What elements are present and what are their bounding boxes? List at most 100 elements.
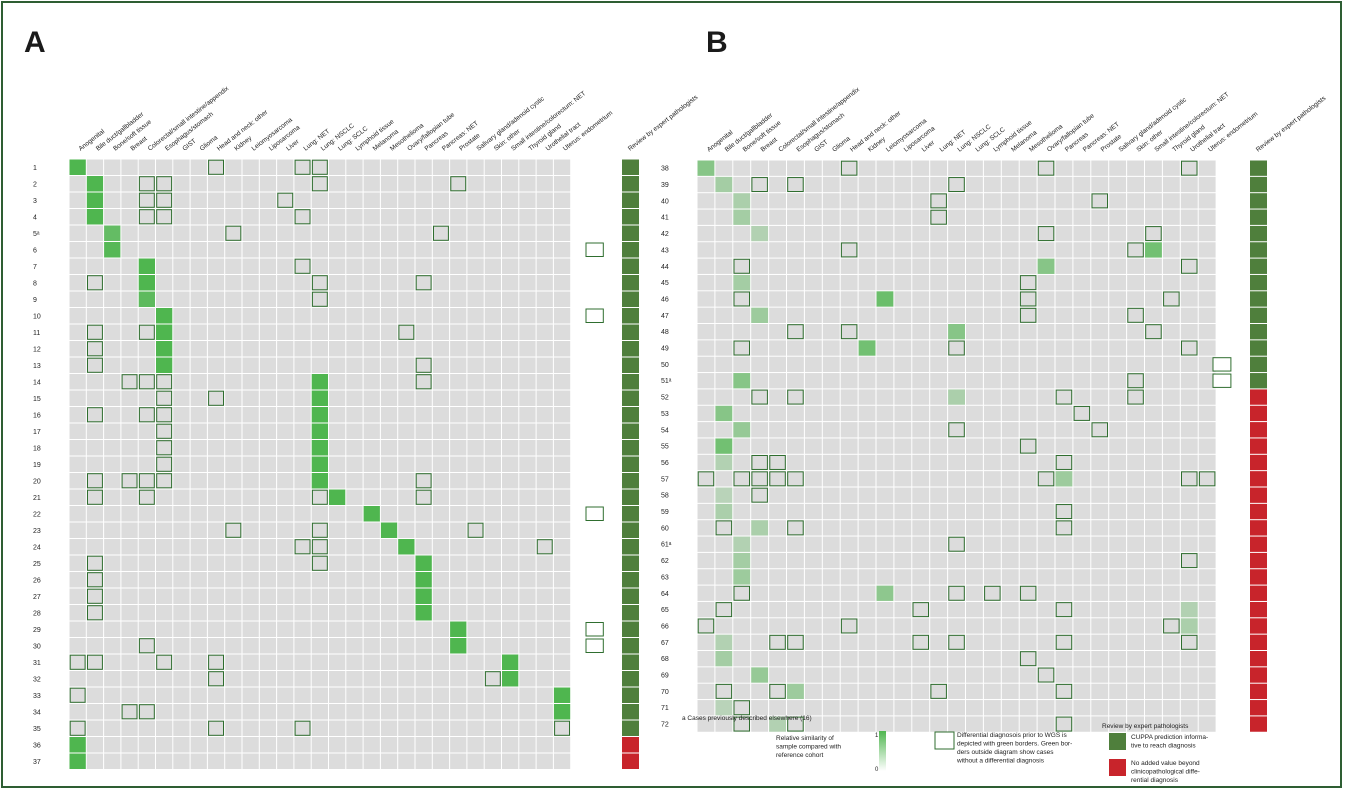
heatmap-cell xyxy=(1055,618,1073,634)
review-bar-segment xyxy=(1250,324,1267,340)
heatmap-cell xyxy=(138,605,155,621)
heatmap-cell xyxy=(787,487,804,503)
heatmap-cell xyxy=(1180,438,1198,454)
heatmap-cell xyxy=(894,356,912,373)
heatmap-cell xyxy=(822,454,840,471)
differential-border xyxy=(121,374,138,390)
heatmap-cell xyxy=(277,522,294,538)
heatmap-cell xyxy=(156,225,173,241)
heatmap-cell xyxy=(697,585,715,601)
heatmap-cell xyxy=(432,258,450,274)
heatmap-cell xyxy=(912,601,930,618)
heatmap-cell xyxy=(294,176,311,192)
heatmap-cell xyxy=(787,569,804,585)
heatmap-cell xyxy=(259,176,277,192)
heatmap-cell xyxy=(398,753,415,769)
heatmap-cell xyxy=(329,737,346,753)
heatmap-cell xyxy=(697,618,715,634)
heatmap-cell xyxy=(415,176,432,192)
heatmap-cell xyxy=(1055,601,1073,618)
differential-border xyxy=(948,634,965,650)
heatmap-cell xyxy=(432,456,450,472)
heatmap-cell xyxy=(1019,503,1037,520)
heatmap-cell xyxy=(104,407,121,423)
heatmap-cell xyxy=(553,291,571,307)
heatmap-cell xyxy=(1145,651,1162,667)
heatmap-cell xyxy=(69,704,86,720)
heatmap-cell xyxy=(502,737,519,753)
heatmap-cell xyxy=(930,487,948,503)
heatmap-cell xyxy=(1001,454,1019,471)
row-label: 64 xyxy=(661,591,669,598)
heatmap-cell xyxy=(415,572,432,588)
heatmap-cell xyxy=(1073,716,1091,732)
heatmap-cell xyxy=(450,555,467,571)
row-label: 29 xyxy=(33,627,41,634)
heatmap-cell xyxy=(138,374,155,390)
heatmap-cell xyxy=(380,374,398,390)
heatmap-cell xyxy=(242,456,259,472)
heatmap-cell xyxy=(138,275,155,291)
heatmap-cell xyxy=(1180,487,1198,503)
row-label: 27 xyxy=(33,594,41,601)
heatmap-cell xyxy=(715,471,733,487)
heatmap-cell xyxy=(912,356,930,373)
heatmap-cell xyxy=(804,700,822,716)
heatmap-cell xyxy=(484,539,501,555)
heatmap-cell xyxy=(346,374,363,390)
heatmap-cell xyxy=(751,487,769,503)
heatmap-cell xyxy=(1109,716,1127,732)
heatmap-cell xyxy=(398,423,415,439)
differential-border xyxy=(1055,602,1073,618)
heatmap-cell xyxy=(346,489,363,505)
heatmap-cell xyxy=(450,209,467,225)
heatmap-cell xyxy=(173,225,190,241)
heatmap-cell xyxy=(840,569,858,585)
heatmap-cell xyxy=(156,423,173,439)
heatmap-cell xyxy=(380,357,398,373)
heatmap-cell xyxy=(876,225,894,242)
heatmap-cell xyxy=(519,506,536,522)
heatmap-cell xyxy=(733,356,751,373)
heatmap-cell xyxy=(519,605,536,621)
differential-border xyxy=(1181,160,1198,176)
heatmap-cell xyxy=(858,340,876,356)
heatmap-cell xyxy=(156,522,173,538)
heatmap-cell xyxy=(1019,324,1037,340)
heatmap-cell xyxy=(1127,520,1144,536)
heatmap-cell xyxy=(86,704,104,720)
heatmap-cell xyxy=(207,489,225,505)
heatmap-cell xyxy=(804,258,822,274)
heatmap-cell xyxy=(415,374,432,390)
heatmap-cell xyxy=(69,473,86,489)
heatmap-cell xyxy=(415,489,432,505)
heatmap-cell xyxy=(380,638,398,654)
heatmap-cell xyxy=(104,176,121,192)
differential-border xyxy=(156,209,173,225)
heatmap-cell xyxy=(876,471,894,487)
review-bar-segment xyxy=(1250,373,1267,389)
heatmap-cell xyxy=(1073,585,1091,601)
heatmap-cell xyxy=(259,572,277,588)
heatmap-cell xyxy=(311,374,328,390)
heatmap-cell xyxy=(1055,634,1073,650)
heatmap-cell xyxy=(876,634,894,650)
heatmap-cell xyxy=(242,737,259,753)
heatmap-cell xyxy=(242,654,259,670)
heatmap-cell xyxy=(894,422,912,438)
heatmap-cell xyxy=(519,720,536,736)
row-label: 58 xyxy=(661,493,669,500)
heatmap-cell xyxy=(467,704,484,720)
heatmap-cell xyxy=(121,605,138,621)
heatmap-cell xyxy=(715,683,733,700)
heatmap-cell xyxy=(450,324,467,340)
heatmap-cell xyxy=(715,634,733,650)
heatmap-cell xyxy=(138,291,155,307)
heatmap-cell xyxy=(415,687,432,703)
row-label: 53 xyxy=(661,411,669,418)
row-label: 30 xyxy=(33,643,41,650)
heatmap-cell xyxy=(822,536,840,552)
heatmap-cell xyxy=(69,555,86,571)
heatmap-cell xyxy=(1001,209,1019,225)
heatmap-cell xyxy=(242,506,259,522)
